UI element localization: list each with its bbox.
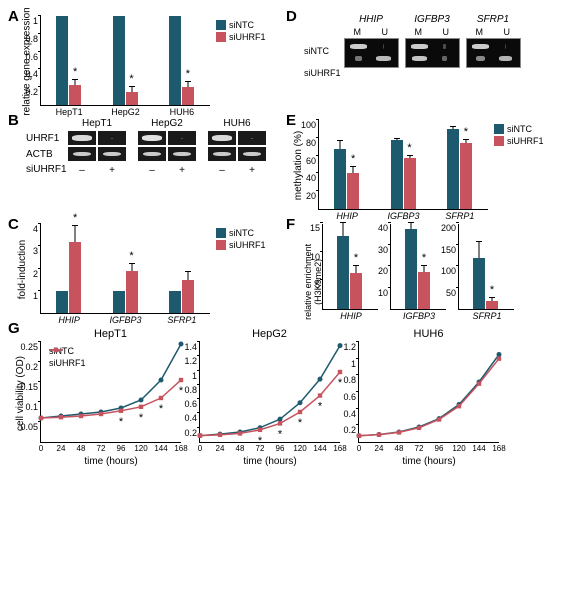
svg-text:*: * — [278, 428, 283, 440]
label-A: A — [8, 8, 19, 25]
svg-text:*: * — [179, 385, 184, 397]
ylabel-C: fold-induction — [17, 240, 28, 299]
label-E: E — [286, 112, 296, 129]
svg-text:*: * — [318, 401, 323, 413]
label-G: G — [8, 320, 20, 337]
svg-text:*: * — [258, 435, 263, 447]
svg-text:*: * — [159, 403, 164, 415]
label-C: C — [8, 216, 19, 233]
panel-D: D siNTC siUHRF1 HHIPMUIGFBP3MUSFRP1MU — [288, 10, 556, 106]
label-B: B — [8, 112, 19, 129]
label-D: D — [286, 8, 297, 25]
panel-B: B HepT1HepG2HUH6 UHRF1ACTB siUHRF1 –+–+–… — [10, 114, 278, 210]
legend-ntc: siNTC — [229, 20, 254, 30]
chart-E: methylation (%) 20406080100*HHIP*IGFBP3*… — [318, 120, 488, 210]
legend-A: siNTC siUHRF1 — [216, 20, 266, 106]
ylabel-E: methylation (%) — [293, 131, 304, 200]
label-F: F — [286, 216, 295, 233]
msp-row-labels: siNTC siUHRF1 — [304, 40, 341, 84]
panel-E: E methylation (%) 20406080100*HHIP*IGFBP… — [288, 114, 556, 210]
chart-F-group: relative enrichment(H3K9me2) 51015*HHIP1… — [288, 218, 556, 310]
panel-G: G HepT10.050.10.150.20.25cell viability … — [10, 322, 557, 443]
chart-G-group: HepT10.050.10.150.20.25cell viability (O… — [10, 322, 557, 443]
svg-text:*: * — [298, 417, 303, 429]
chart-C: fold-induction 1234*HHIP*IGFBP3SFRP1 — [40, 224, 210, 314]
panel-F: F relative enrichment(H3K9me2) 51015*HHI… — [288, 218, 556, 314]
panel-C: C fold-induction 1234*HHIP*IGFBP3SFRP1 s… — [10, 218, 278, 314]
blot-header: HepT1HepG2HUH6 — [68, 118, 278, 129]
legend-E: siNTC siUHRF1 — [494, 124, 544, 210]
svg-text:*: * — [139, 412, 144, 424]
chart-A: relative gene expression 0.20.40.60.81*H… — [40, 16, 210, 106]
blot-rows: UHRF1ACTB — [26, 131, 278, 161]
legend-C: siNTC siUHRF1 — [216, 228, 266, 314]
msp-gels: HHIPMUIGFBP3MUSFRP1MU — [344, 14, 521, 84]
blot-footer: –+–+–+ — [68, 165, 266, 176]
svg-text:*: * — [338, 377, 343, 389]
svg-text:*: * — [119, 416, 124, 428]
panel-A: A relative gene expression 0.20.40.60.81… — [10, 10, 278, 106]
legend-uhrf1: siUHRF1 — [229, 32, 266, 42]
blot-footer-label: siUHRF1 — [26, 164, 68, 175]
